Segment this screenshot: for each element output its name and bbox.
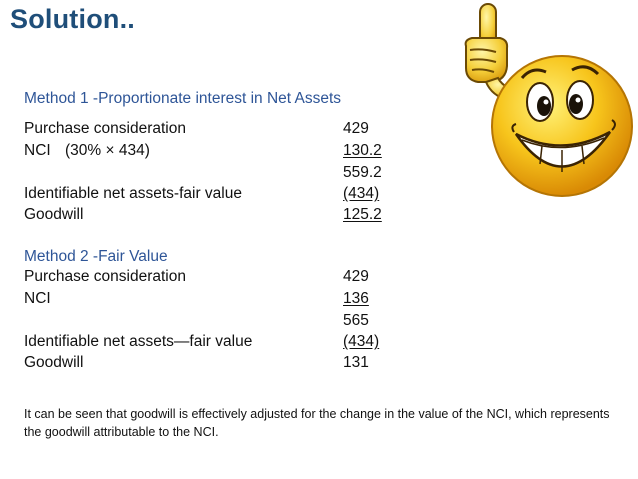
method-2-heading: Method 2 -Fair Value: [24, 248, 168, 265]
row-label: NCI: [24, 290, 51, 307]
row-sublabel: (30% × 434): [65, 142, 150, 159]
smiley-face: [491, 55, 633, 197]
row-label: Identifiable net assets-fair value: [24, 185, 242, 202]
row-value: 559.2: [343, 164, 382, 181]
row-value: 130.2: [343, 142, 382, 159]
smiley-pointing-up-icon: [464, 3, 633, 197]
row-value: 136: [343, 290, 369, 307]
method-2-row-subtotal: 565: [24, 312, 444, 332]
method-2-row-identifiable-net-assets: Identifiable net assets—fair value (434): [24, 333, 444, 353]
row-label: NCI: [24, 142, 51, 159]
row-label: Purchase consideration: [24, 268, 186, 285]
pointing-hand: [464, 3, 518, 102]
row-label: Goodwill: [24, 354, 84, 371]
row-label: Purchase consideration: [24, 120, 186, 137]
row-value: (434): [343, 185, 380, 202]
method-2-row-goodwill: Goodwill 131: [24, 354, 444, 374]
method-1-row-subtotal: 559.2: [24, 164, 444, 184]
row-value: 131: [343, 354, 369, 371]
method-1-row-identifiable-net-assets: Identifiable net assets-fair value (434): [24, 185, 444, 205]
method-1-heading: Method 1 -Proportionate interest in Net …: [24, 90, 342, 107]
row-value: 429: [343, 268, 369, 285]
method-2-row-nci: NCI 136: [24, 290, 444, 310]
slide-title: Solution..: [10, 4, 135, 34]
row-value: (434): [343, 333, 380, 350]
method-1-row-goodwill: Goodwill 125.2: [24, 206, 444, 226]
row-value: 565: [343, 312, 369, 329]
row-value: 125.2: [343, 206, 382, 223]
row-value: 429: [343, 120, 369, 137]
row-label: Goodwill: [24, 206, 84, 223]
method-1-row-nci: NCI (30% × 434) 130.2: [24, 142, 444, 162]
method-2-row-purchase-consideration: Purchase consideration 429: [24, 268, 444, 288]
explanation-note: It can be seen that goodwill is effectiv…: [24, 407, 610, 439]
method-1-row-purchase-consideration: Purchase consideration 429: [24, 120, 444, 140]
row-label: Identifiable net assets—fair value: [24, 333, 253, 350]
